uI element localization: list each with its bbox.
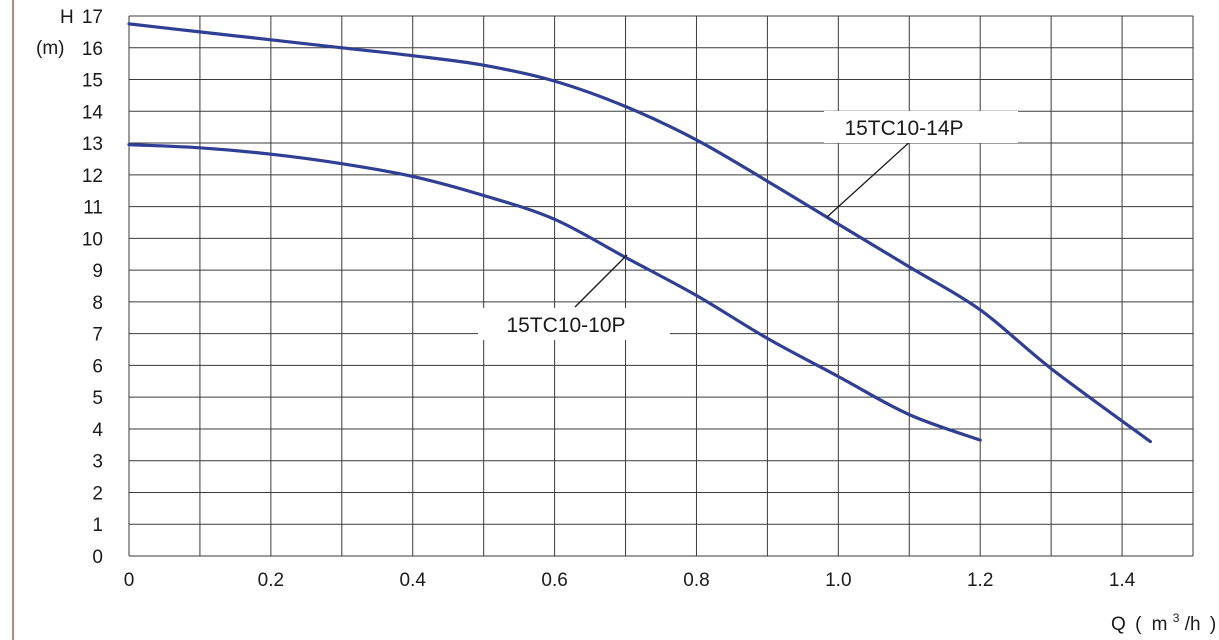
y-tick-label: 10 bbox=[82, 229, 103, 250]
x-tick-label: 1.0 bbox=[825, 570, 851, 591]
y-tick-label: 15 bbox=[82, 71, 103, 92]
x-axis-unit-sup: 3 bbox=[1173, 611, 1180, 625]
x-tick-label: 1.4 bbox=[1109, 570, 1136, 591]
x-axis-close-paren: ) bbox=[1210, 614, 1216, 635]
y-axis-unit: (m) bbox=[36, 38, 64, 59]
x-axis-ticks: 0 0.2 0.4 0.6 0.8 1.0 1.2 1.4 bbox=[124, 570, 1136, 591]
y-tick-label: 5 bbox=[92, 388, 103, 409]
y-tick-label: 11 bbox=[83, 198, 103, 219]
x-tick-label: 0.8 bbox=[683, 570, 709, 591]
x-tick-label: 0.4 bbox=[400, 570, 427, 591]
series-label-leader bbox=[826, 138, 914, 218]
x-axis-title: Q ( m 3 /h ) bbox=[1111, 606, 1216, 635]
y-tick-label: 14 bbox=[82, 102, 104, 123]
series-line-1 bbox=[127, 22, 1152, 444]
series-layer bbox=[127, 22, 1152, 444]
series-labels: 15TC10-14P 15TC10-10P bbox=[478, 111, 1018, 340]
x-axis-q: Q bbox=[1111, 614, 1126, 635]
y-tick-label: 9 bbox=[92, 261, 103, 282]
y-tick-label: 17 bbox=[82, 7, 103, 28]
series-label-box bbox=[478, 308, 670, 340]
y-tick-label: 4 bbox=[92, 420, 103, 441]
series-label: 15TC10-10P bbox=[506, 314, 625, 337]
y-tick-label: 6 bbox=[92, 356, 103, 377]
grid bbox=[128, 15, 1194, 557]
series-label-leader bbox=[574, 254, 628, 308]
y-tick-label: 13 bbox=[82, 134, 103, 155]
y-tick-label: 0 bbox=[92, 547, 103, 568]
y-tick-label: 7 bbox=[92, 325, 103, 346]
y-tick-label: 1 bbox=[92, 515, 103, 536]
y-tick-label: 12 bbox=[82, 166, 103, 187]
series-label: 15TC10-14P bbox=[844, 117, 963, 140]
y-tick-label: 2 bbox=[92, 483, 103, 504]
x-tick-label: 0.2 bbox=[258, 570, 284, 591]
y-tick-label: 16 bbox=[82, 39, 103, 60]
x-tick-label: 1.2 bbox=[967, 570, 993, 591]
series-line-2 bbox=[127, 143, 982, 442]
x-tick-label: 0 bbox=[124, 570, 135, 591]
x-axis-unit-rest: /h bbox=[1185, 614, 1201, 635]
x-tick-label: 0.6 bbox=[541, 570, 567, 591]
y-tick-label: 8 bbox=[92, 293, 103, 314]
y-axis-title: H bbox=[60, 7, 74, 28]
series-label-box bbox=[824, 111, 1018, 143]
x-axis-open-paren: ( bbox=[1135, 614, 1142, 635]
x-axis-unit-base: m bbox=[1152, 614, 1168, 635]
y-tick-label: 3 bbox=[92, 452, 103, 473]
